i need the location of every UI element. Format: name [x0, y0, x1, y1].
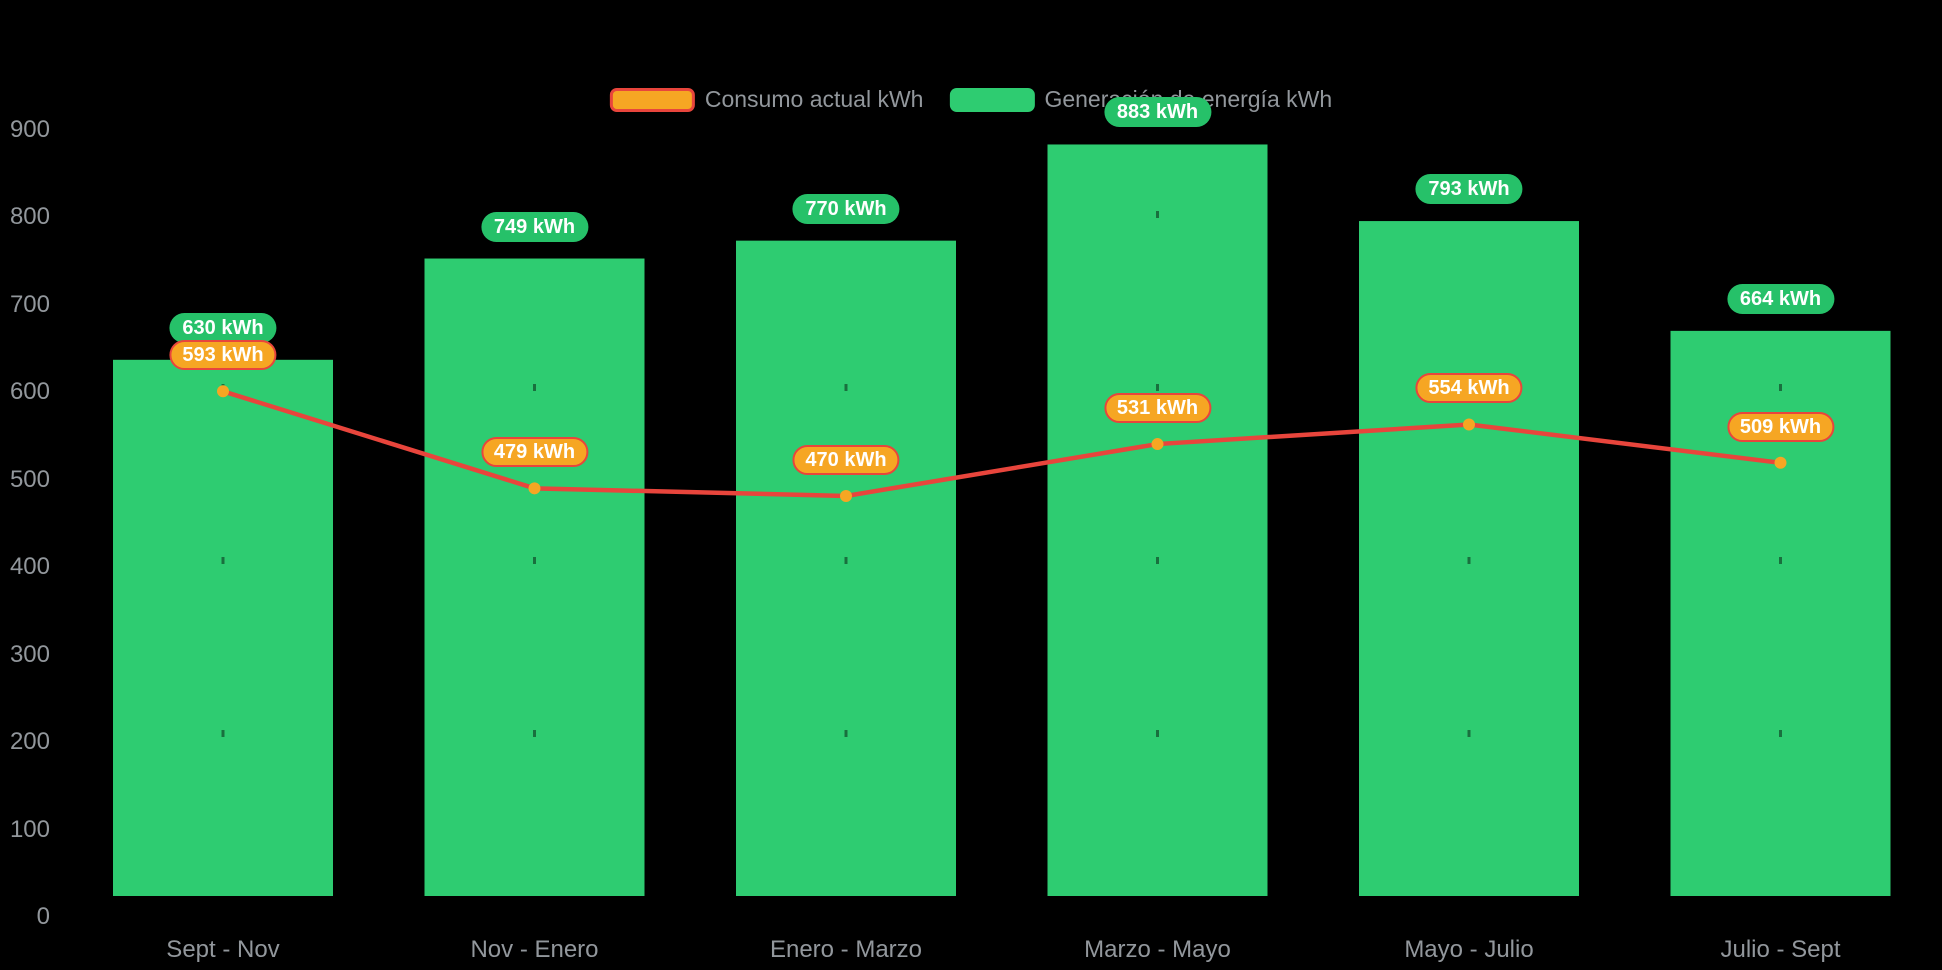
consumo-point: [1463, 418, 1475, 431]
bar-generacion: [113, 359, 333, 896]
legend-label-generacion: Generación de energía kWh: [1044, 86, 1333, 112]
legend-swatch-consumo-icon: [609, 87, 695, 112]
legend-label-consumo: Consumo actual kWh: [704, 86, 924, 112]
consumo-line: [220, 389, 1783, 499]
chart-legend: Consumo actual kWh Generación de energía…: [609, 86, 1332, 113]
bar-generacion: [424, 258, 645, 896]
legend-item-consumo-actual[interactable]: Consumo actual kWh: [609, 86, 924, 113]
bar-generacion: [736, 240, 956, 897]
legend-swatch-generacion-icon: [949, 87, 1035, 112]
bar-generacion: [1047, 144, 1268, 897]
consumo-point: [1774, 456, 1787, 469]
consumo-point: [840, 489, 852, 502]
consumo-point: [217, 385, 229, 398]
consumo-point: [1151, 438, 1164, 451]
bar-generacion: [1670, 330, 1891, 897]
legend-item-generacion-energia[interactable]: Generación de energía kWh: [949, 86, 1332, 113]
consumo-point: [528, 482, 541, 495]
bar-generacion: [1359, 221, 1579, 896]
